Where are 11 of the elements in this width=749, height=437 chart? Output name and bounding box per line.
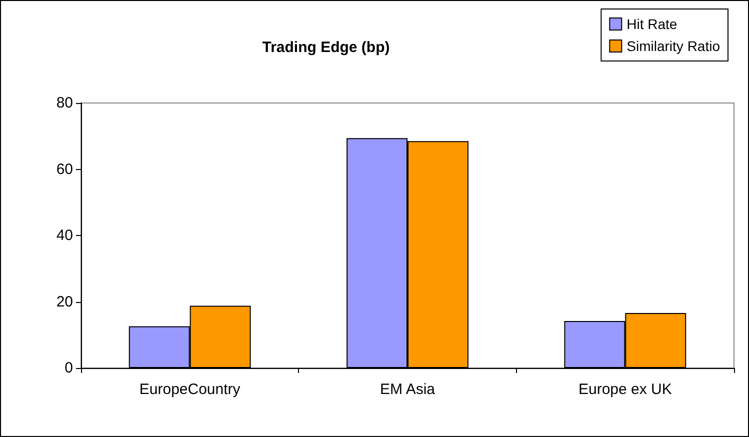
y-tick-label: 60 bbox=[56, 160, 73, 178]
y-tick-label: 40 bbox=[56, 227, 73, 244]
y-tick-label: 80 bbox=[56, 94, 73, 112]
x-tick-label: Europe ex UK bbox=[578, 381, 672, 398]
y-tick-label: 20 bbox=[56, 293, 73, 310]
x-tick-label: EM Asia bbox=[380, 381, 436, 398]
y-tick-label: 0 bbox=[64, 360, 73, 376]
legend-label: Similarity Ratio bbox=[626, 38, 720, 54]
chart-title: Trading Edge (bp) bbox=[262, 39, 390, 56]
legend-label: Hit Rate bbox=[626, 16, 678, 32]
x-tick-label: EuropeCountry bbox=[139, 381, 241, 398]
